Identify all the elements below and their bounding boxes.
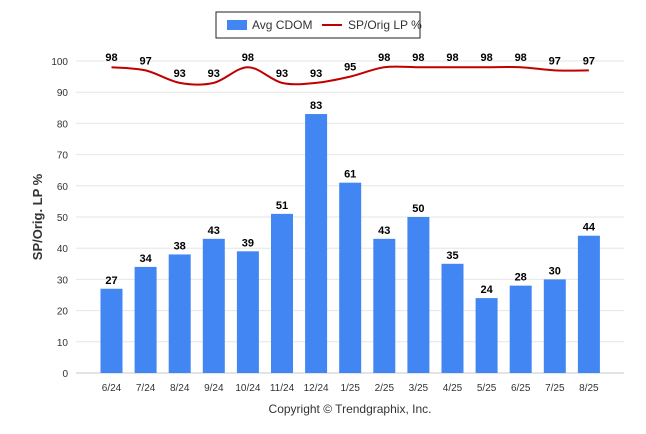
bar [441,263,464,373]
line-data-label: 98 [105,52,117,64]
x-tick-label: 5/25 [477,383,497,394]
bar [305,114,328,373]
bar-data-label: 24 [480,284,493,296]
x-tick-label: 1/25 [340,383,360,394]
x-tick-label: 8/25 [579,383,599,394]
bar [100,288,123,373]
line-data-label: 98 [412,52,424,64]
line-data-label: 97 [139,55,151,67]
y-axis: 0 10 20 30 40 50 60 70 80 90 100 [51,57,68,380]
x-tick-label: 4/25 [443,383,463,394]
bar-data-label: 28 [515,272,527,284]
line-data-labels: 98 97 93 93 98 93 93 95 98 98 98 98 98 97 97 [105,52,595,80]
line-data-label: 93 [276,68,288,80]
x-tick-label: 11/24 [270,383,295,394]
legend-box [215,11,421,39]
x-tick-label: 6/24 [102,383,122,394]
line-data-label: 98 [378,52,390,64]
bar-data-label: 43 [378,225,390,237]
bar-series [100,114,600,373]
line-data-label: 93 [310,68,322,80]
line-series [111,65,589,86]
line-data-label: 93 [174,68,186,80]
y-tick-label: 40 [57,244,69,255]
bar-data-label: 61 [344,169,356,181]
x-tick-label: 10/24 [235,383,260,394]
line-data-label: 98 [446,52,458,64]
bar-data-label: 43 [208,225,220,237]
y-tick-label: 80 [57,119,69,130]
bar-data-label: 35 [446,250,458,262]
bar [543,279,566,373]
copyright-credit: Copyright © Trendgraphix, Inc. [269,402,432,416]
bar-data-label: 39 [242,237,254,249]
bar [339,182,362,373]
bar [475,298,498,373]
bar-data-label: 27 [105,275,117,287]
y-tick-label: 10 [57,338,69,349]
bar-data-label: 34 [139,253,152,265]
legend: Avg CDOM SP/Orig LP % [215,11,422,39]
legend-label-sp-orig-lp: SP/Orig LP % [348,18,422,32]
legend-label-avg-cdom: Avg CDOM [252,18,312,32]
x-tick-label: 7/24 [136,383,156,394]
bar-data-label: 50 [412,203,424,215]
y-axis-title: SP/Orig. LP % [30,173,45,260]
x-tick-label: 9/24 [204,383,224,394]
bar [577,235,600,373]
bar-data-label: 83 [310,100,322,112]
x-tick-label: 7/25 [545,383,565,394]
y-tick-label: 70 [57,151,69,162]
x-tick-label: 8/24 [170,383,190,394]
bar [236,251,259,373]
y-tick-label: 30 [57,275,69,286]
y-tick-label: 60 [57,182,69,193]
x-tick-label: 3/25 [409,383,429,394]
bar [134,266,157,373]
line-data-label: 98 [480,52,492,64]
x-tick-label: 6/25 [511,383,531,394]
x-axis: 6/24 7/24 8/24 9/24 10/24 11/24 12/24 1/25 2/25 3… [102,383,599,394]
y-tick-label: 100 [51,57,68,68]
bar-data-labels: 27 34 38 43 39 51 83 61 43 50 35 24 28 30 44 [105,100,596,296]
bar-data-label: 30 [549,265,561,277]
bar-data-label: 44 [583,222,596,234]
line-data-label: 97 [549,55,561,67]
line-data-label: 98 [515,52,527,64]
bar [202,238,225,373]
y-tick-label: 90 [57,88,69,99]
y-tick-label: 50 [57,213,69,224]
line-data-label: 95 [344,62,356,74]
bar-data-label: 38 [174,240,186,252]
bar [407,217,430,373]
bar [373,238,396,373]
line-data-label: 93 [208,68,220,80]
y-tick-label: 0 [62,369,68,380]
legend-swatch-avg-cdom [227,20,247,30]
bar [168,254,191,373]
bar [271,213,293,373]
line-data-label: 97 [583,55,595,67]
sp-orig-lp-line [111,65,589,86]
bar-data-label: 51 [276,200,288,212]
y-tick-label: 20 [57,307,69,318]
x-tick-label: 2/25 [375,383,395,394]
bar [509,285,532,373]
line-data-label: 98 [242,52,254,64]
x-tick-label: 12/24 [304,383,329,394]
